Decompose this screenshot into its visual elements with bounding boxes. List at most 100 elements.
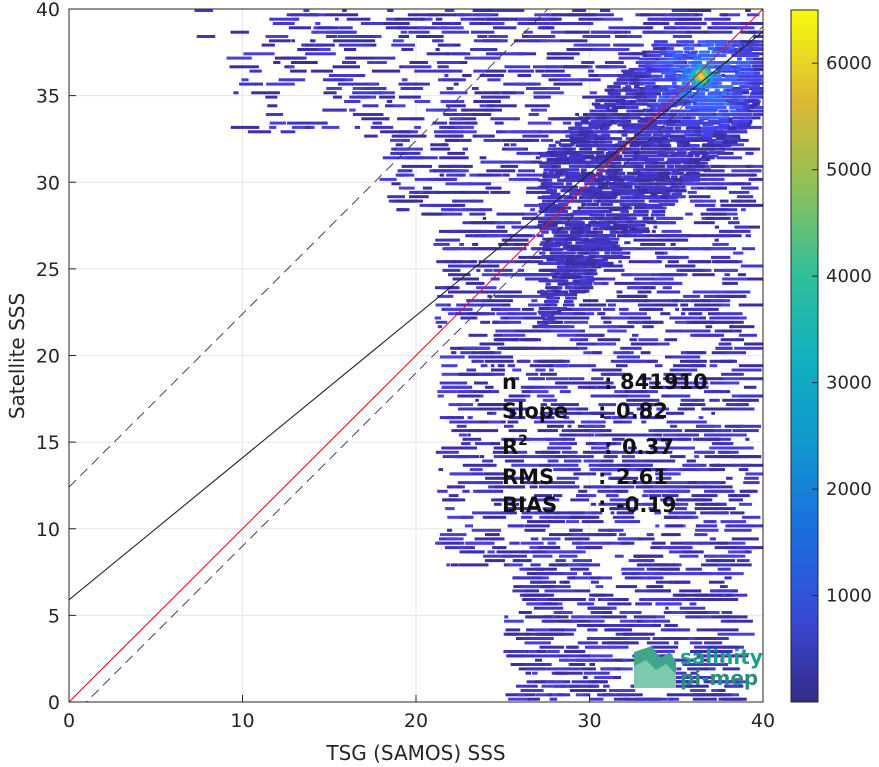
density-cell [467, 433, 471, 437]
density-cell [553, 684, 567, 688]
density-cell [569, 275, 583, 279]
density-cell [722, 398, 733, 402]
density-cell [717, 234, 731, 238]
density-cell [570, 230, 584, 234]
density-cell [483, 138, 502, 142]
density-cell [745, 472, 763, 476]
density-cell [597, 206, 611, 210]
density-cell [725, 74, 738, 78]
density-cell [606, 102, 616, 106]
density-cell [620, 95, 627, 99]
density-cell [526, 87, 546, 90]
density-cell [720, 377, 739, 381]
density-cell [664, 611, 672, 614]
density-cell [598, 385, 616, 389]
density-cell [435, 541, 442, 545]
density-cell [487, 550, 495, 554]
density-cell [656, 216, 684, 220]
density-cell [687, 54, 698, 57]
density-cell [386, 100, 393, 103]
density-cell [648, 576, 664, 580]
density-cell [539, 220, 551, 224]
density-cell [569, 684, 598, 688]
density-cell [647, 26, 652, 30]
density-cell [488, 35, 498, 38]
density-cell [672, 35, 693, 38]
density-cell [562, 437, 575, 441]
density-cell [241, 78, 249, 82]
density-cell [558, 206, 563, 210]
density-cell [542, 26, 555, 30]
density-cell [698, 173, 716, 177]
density-cell [530, 208, 535, 212]
density-cell [664, 116, 677, 120]
density-cell [652, 121, 676, 125]
density-cell [671, 185, 686, 189]
density-cell [740, 121, 745, 125]
density-cell [492, 450, 514, 454]
density-cell [548, 411, 564, 415]
density-cell [748, 30, 756, 34]
density-cell [624, 71, 635, 75]
density-cell [590, 210, 597, 213]
density-cell [645, 468, 667, 472]
density-cell [731, 95, 741, 99]
density-cell [386, 17, 400, 21]
density-cell [635, 602, 650, 606]
density-cell [547, 199, 556, 203]
density-cell [737, 57, 742, 61]
density-cell [315, 43, 323, 47]
density-cell [631, 147, 640, 151]
density-cell [648, 494, 662, 498]
density-cell [653, 161, 668, 165]
density-cell [546, 650, 560, 653]
density-cell [399, 173, 409, 177]
density-cell [634, 133, 642, 137]
density-cell [689, 641, 703, 645]
density-cell [511, 138, 533, 142]
density-cell [443, 212, 463, 216]
density-cell [620, 74, 632, 78]
density-cell [609, 185, 620, 189]
density-cell [544, 261, 558, 265]
density-cell [583, 459, 602, 463]
density-cell [626, 113, 635, 116]
density-cell [646, 533, 654, 537]
density-cell [728, 190, 750, 194]
density-cell [432, 22, 462, 25]
density-cell [607, 175, 619, 179]
density-cell [593, 126, 599, 130]
density-cell [545, 173, 564, 177]
density-cell [606, 116, 620, 120]
density-cell [542, 199, 551, 203]
density-cell [394, 199, 416, 203]
density-cell [642, 299, 671, 303]
density-cell [640, 377, 652, 381]
density-cell [414, 177, 437, 181]
density-cell [522, 437, 550, 441]
density-cell [645, 126, 655, 130]
density-cell [547, 541, 556, 545]
density-cell [269, 39, 291, 43]
density-cell [479, 22, 491, 25]
density-cell [674, 320, 688, 324]
density-cell [450, 130, 477, 134]
density-cell [645, 64, 654, 68]
density-cell [472, 9, 494, 12]
density-cell [503, 476, 521, 480]
density-cell [609, 137, 622, 141]
density-cell [537, 216, 548, 220]
density-cell [732, 43, 738, 47]
density-cell [636, 126, 649, 130]
density-cell [684, 463, 701, 467]
density-cell [553, 216, 560, 220]
density-cell [635, 175, 650, 179]
density-cell [709, 468, 726, 472]
density-cell [549, 199, 570, 203]
density-cell [686, 123, 699, 127]
density-cell [649, 102, 660, 106]
density-cell [580, 206, 587, 210]
density-cell [641, 137, 656, 141]
density-cell [617, 234, 631, 238]
density-cell [680, 303, 689, 307]
